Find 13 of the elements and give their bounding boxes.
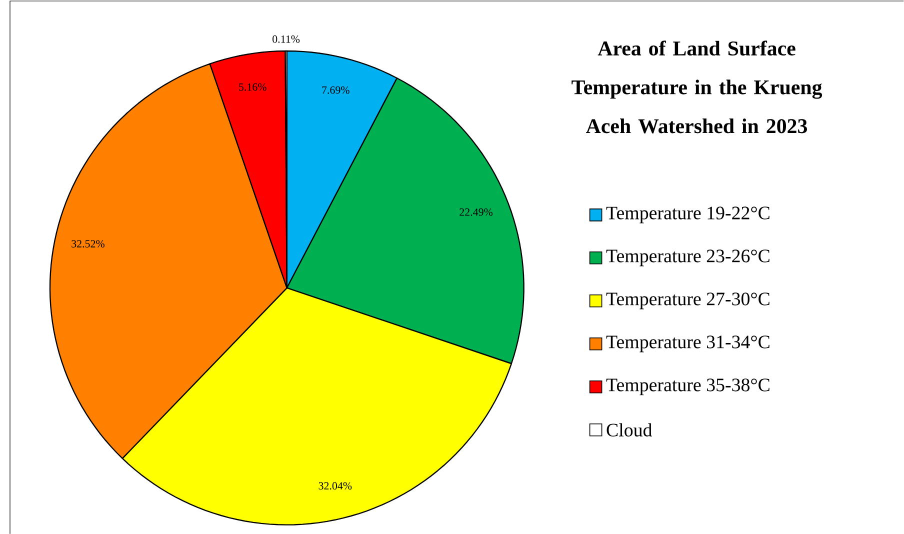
legend-label: Temperature 27-30°C (606, 292, 770, 310)
legend-label: Temperature 35-38°C (606, 378, 770, 396)
data-label: 5.16% (239, 83, 266, 91)
data-label: 32.52% (72, 240, 104, 248)
legend-label: Cloud (606, 423, 652, 436)
data-label: 22.49% (460, 208, 493, 216)
text: Area of Land Surface Temperature in the Krueng Aceh Watershed in 2023 (572, 40, 822, 134)
legend-label: Temperature 19-22°C (606, 206, 770, 224)
data-label: 32.04% (318, 482, 352, 490)
data-label: 0.11% (272, 35, 300, 43)
legend-label: Temperature 23-26°C (606, 250, 770, 266)
legend-label: Temperature 31-34°C (606, 336, 770, 352)
data-label: 7.69% (322, 86, 350, 94)
